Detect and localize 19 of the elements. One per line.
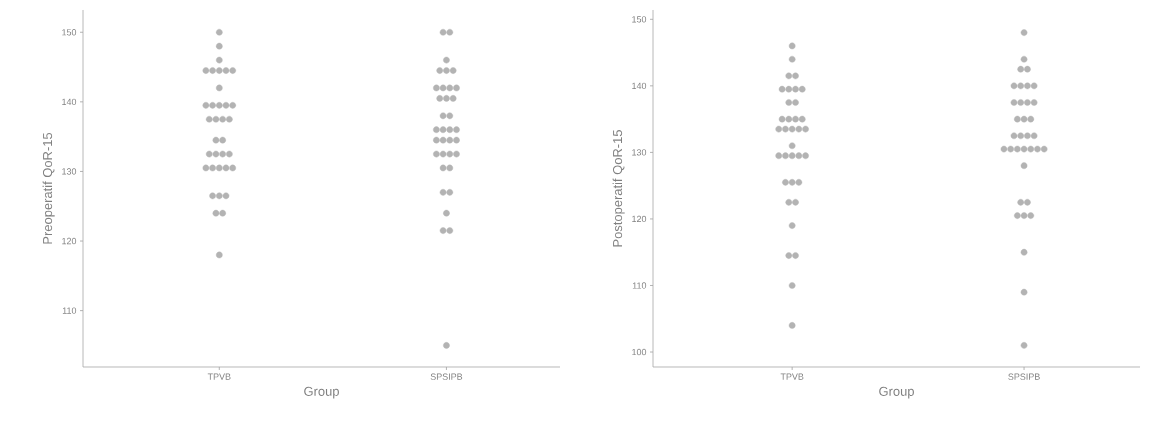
y-tick-label: 130	[62, 168, 77, 175]
y-tick-label: 120	[632, 215, 647, 223]
y-axis-title: Preoperatif QoR-15	[42, 132, 55, 244]
y-tick-label: 140	[62, 98, 77, 106]
x-tick-label: TPVB	[207, 373, 231, 380]
y-tick-label: 100	[632, 348, 647, 356]
y-axis-title: Postoperatif QoR-15	[612, 130, 625, 247]
x-axis-title: Group	[879, 386, 914, 399]
y-tick-label: 150	[62, 29, 77, 36]
x-tick-label: SPSIPB	[1008, 373, 1040, 380]
y-tick-label: 120	[62, 237, 77, 245]
y-tick-label: 130	[632, 149, 647, 156]
x-tick-label: SPSIPB	[430, 373, 463, 380]
y-tick-label: 150	[632, 16, 647, 23]
x-axis-title: Group	[304, 386, 339, 399]
x-tick-label: TPVB	[780, 373, 804, 380]
y-tick-label: 140	[632, 82, 647, 90]
y-tick-label: 110	[632, 282, 647, 289]
y-tick-label: 110	[62, 307, 77, 314]
